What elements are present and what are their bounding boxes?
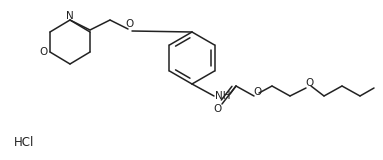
Text: N: N [66, 11, 74, 21]
Text: O: O [125, 19, 133, 29]
Text: HCl: HCl [14, 136, 34, 149]
Text: O: O [213, 104, 221, 114]
Text: O: O [305, 78, 313, 88]
Text: O: O [254, 87, 262, 97]
Text: O: O [39, 47, 47, 57]
Text: NH: NH [215, 91, 231, 101]
